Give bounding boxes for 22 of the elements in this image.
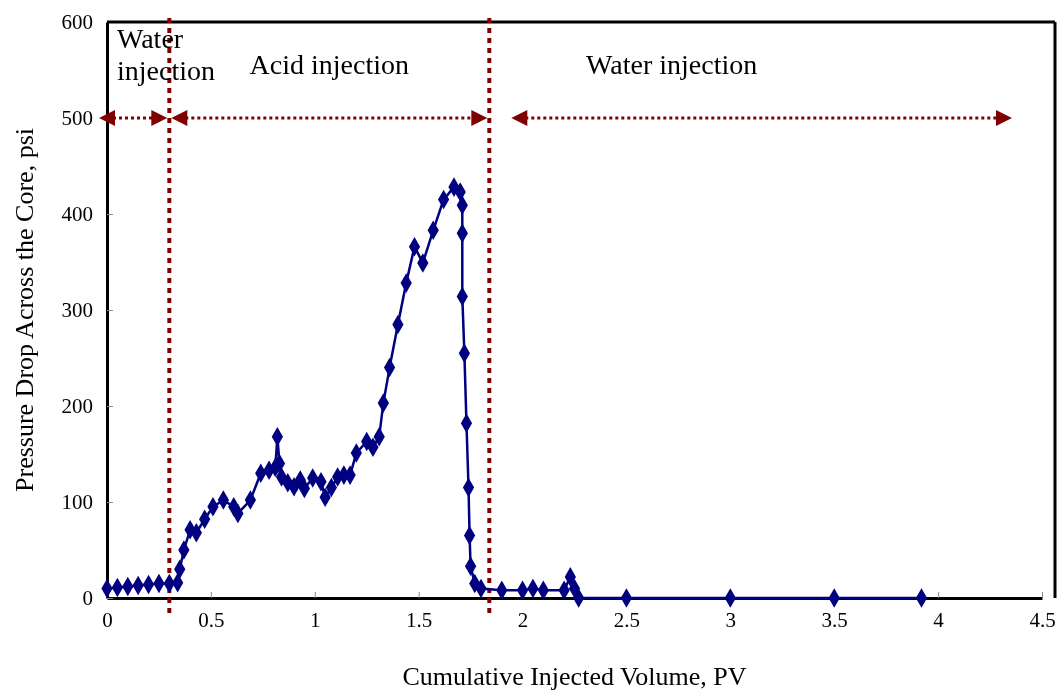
x-tick-label: 0.5 <box>198 607 225 632</box>
y-tick-label: 400 <box>61 202 93 227</box>
y-tick-label: 100 <box>61 490 93 515</box>
y-axis-title: Pressure Drop Across the Core, psi <box>10 128 39 492</box>
annotation: Acid injection <box>249 49 410 80</box>
x-tick-label: 2 <box>517 607 529 632</box>
y-tick-label: 500 <box>61 106 93 131</box>
y-tick-label: 300 <box>61 298 93 323</box>
annotation: Water injection <box>117 23 215 86</box>
x-tick-label: 3.5 <box>821 607 848 632</box>
x-tick-label: 2.5 <box>613 607 641 632</box>
x-tick-label: 4 <box>933 607 945 632</box>
x-tick-label: 3 <box>725 607 737 632</box>
x-tick-label: 1.5 <box>406 607 433 632</box>
annotation: Water injection <box>586 49 758 80</box>
x-tick-label: 0 <box>102 607 113 632</box>
x-axis-title: Cumulative Injected Volume, PV <box>402 662 747 690</box>
y-tick-label: 200 <box>61 394 93 419</box>
y-tick-label: 600 <box>61 10 93 35</box>
x-tick-label: 4.5 <box>1029 607 1056 632</box>
y-tick-label: 0 <box>82 586 93 611</box>
x-tick-label: 1 <box>310 607 321 632</box>
